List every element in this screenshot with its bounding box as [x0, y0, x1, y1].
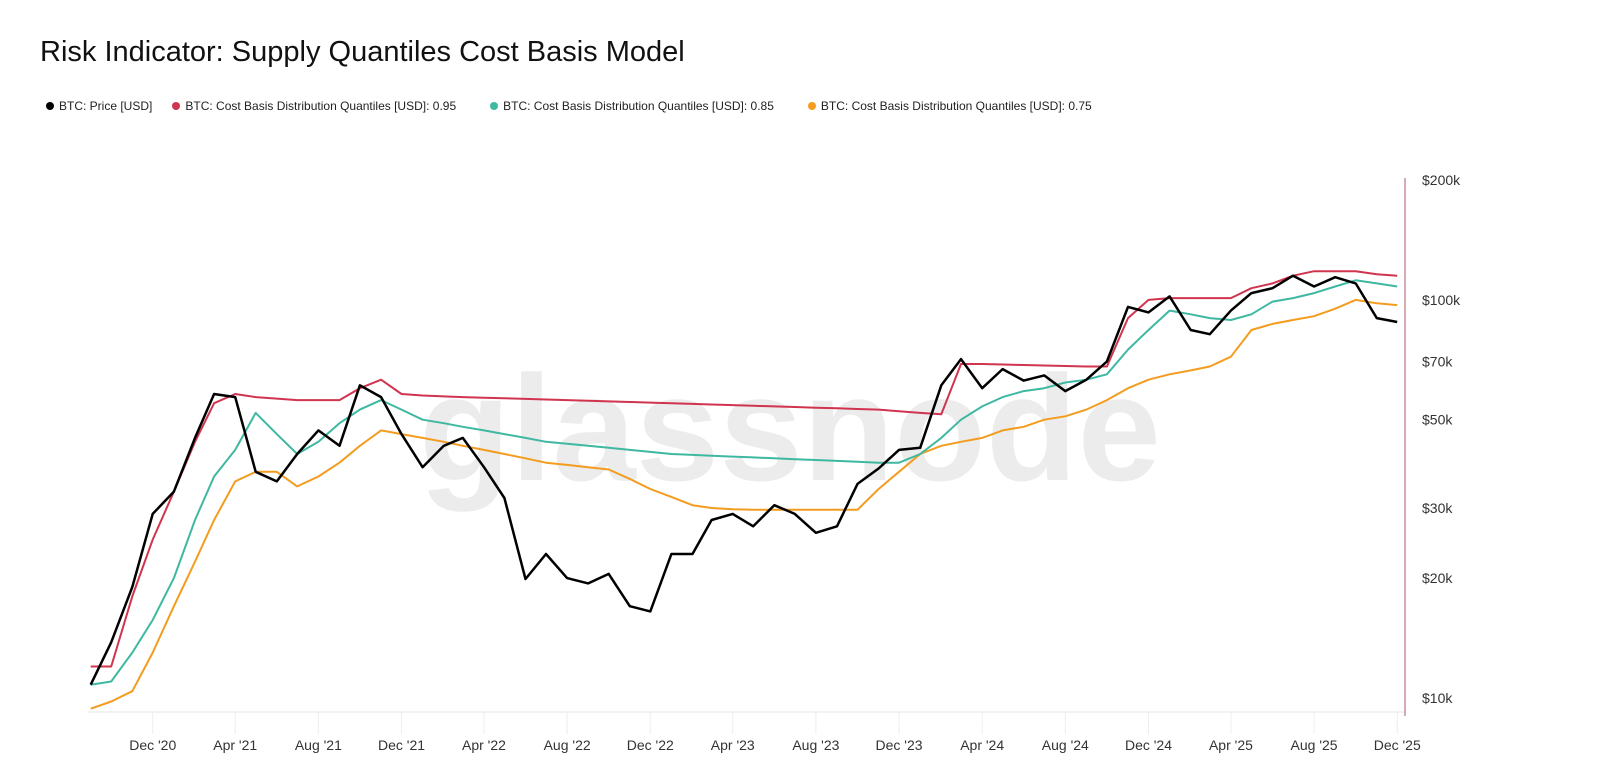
legend-label: BTC: Price [USD] [59, 99, 153, 113]
x-tick-label: Apr '25 [1209, 737, 1253, 753]
x-tick-label: Dec '23 [876, 737, 923, 753]
y-tick-label: $10k [1422, 690, 1453, 706]
y-tick-label: $70k [1422, 354, 1453, 370]
x-tick-label: Apr '23 [711, 737, 755, 753]
series-line-0 [89, 274, 1398, 686]
y-tick-label: $20k [1422, 570, 1453, 586]
watermark: glassnode [419, 344, 1161, 512]
legend: BTC: Price [USD] BTC: Cost Basis Distribu… [46, 99, 1092, 113]
legend-label: BTC: Cost Basis Distribution Quantiles [… [185, 99, 457, 113]
legend-item[interactable]: BTC: Cost Basis Distribution Quantiles [… [807, 99, 1092, 113]
legend-item[interactable]: BTC: Cost Basis Distribution Quantiles [… [490, 99, 774, 113]
legend-label: BTC: Cost Basis Distribution Quantiles [… [820, 99, 1092, 113]
y-tick-label: $30k [1422, 500, 1453, 516]
x-tick-label: Apr '22 [462, 737, 506, 753]
x-tick-label: Aug '22 [544, 737, 591, 753]
chart-title: Risk Indicator: Supply Quantiles Cost Ba… [40, 36, 685, 68]
legend-dot-icon [46, 102, 54, 110]
x-tick-label: Aug '25 [1291, 737, 1338, 753]
x-tick-label: Apr '24 [960, 737, 1004, 753]
series-line-1 [90, 270, 1398, 668]
x-tick-label: Dec '21 [378, 737, 425, 753]
x-tick-label: Dec '24 [1125, 737, 1172, 753]
legend-dot-icon [807, 102, 816, 110]
x-tick-label: Dec '25 [1374, 737, 1421, 753]
legend-label: BTC: Cost Basis Distribution Quantiles [… [503, 99, 774, 113]
legend-item[interactable]: BTC: Cost Basis Distribution Quantiles [… [172, 99, 456, 113]
legend-dot-icon [172, 102, 181, 110]
x-tick-label: Dec '22 [627, 737, 674, 753]
x-tick-label: Aug '24 [1042, 737, 1089, 753]
y-tick-label: $200k [1422, 172, 1461, 188]
x-tick-label: Aug '21 [295, 737, 342, 753]
series-line-3 [90, 298, 1398, 710]
x-tick-label: Aug '23 [792, 737, 839, 753]
x-tick-label: Dec '20 [129, 737, 176, 753]
legend-dot-icon [490, 102, 499, 110]
legend-item[interactable]: BTC: Price [USD] [46, 99, 152, 113]
x-tick-label: Apr '21 [213, 737, 257, 753]
y-tick-label: $100k [1422, 292, 1461, 308]
y-tick-label: $50k [1422, 412, 1453, 428]
